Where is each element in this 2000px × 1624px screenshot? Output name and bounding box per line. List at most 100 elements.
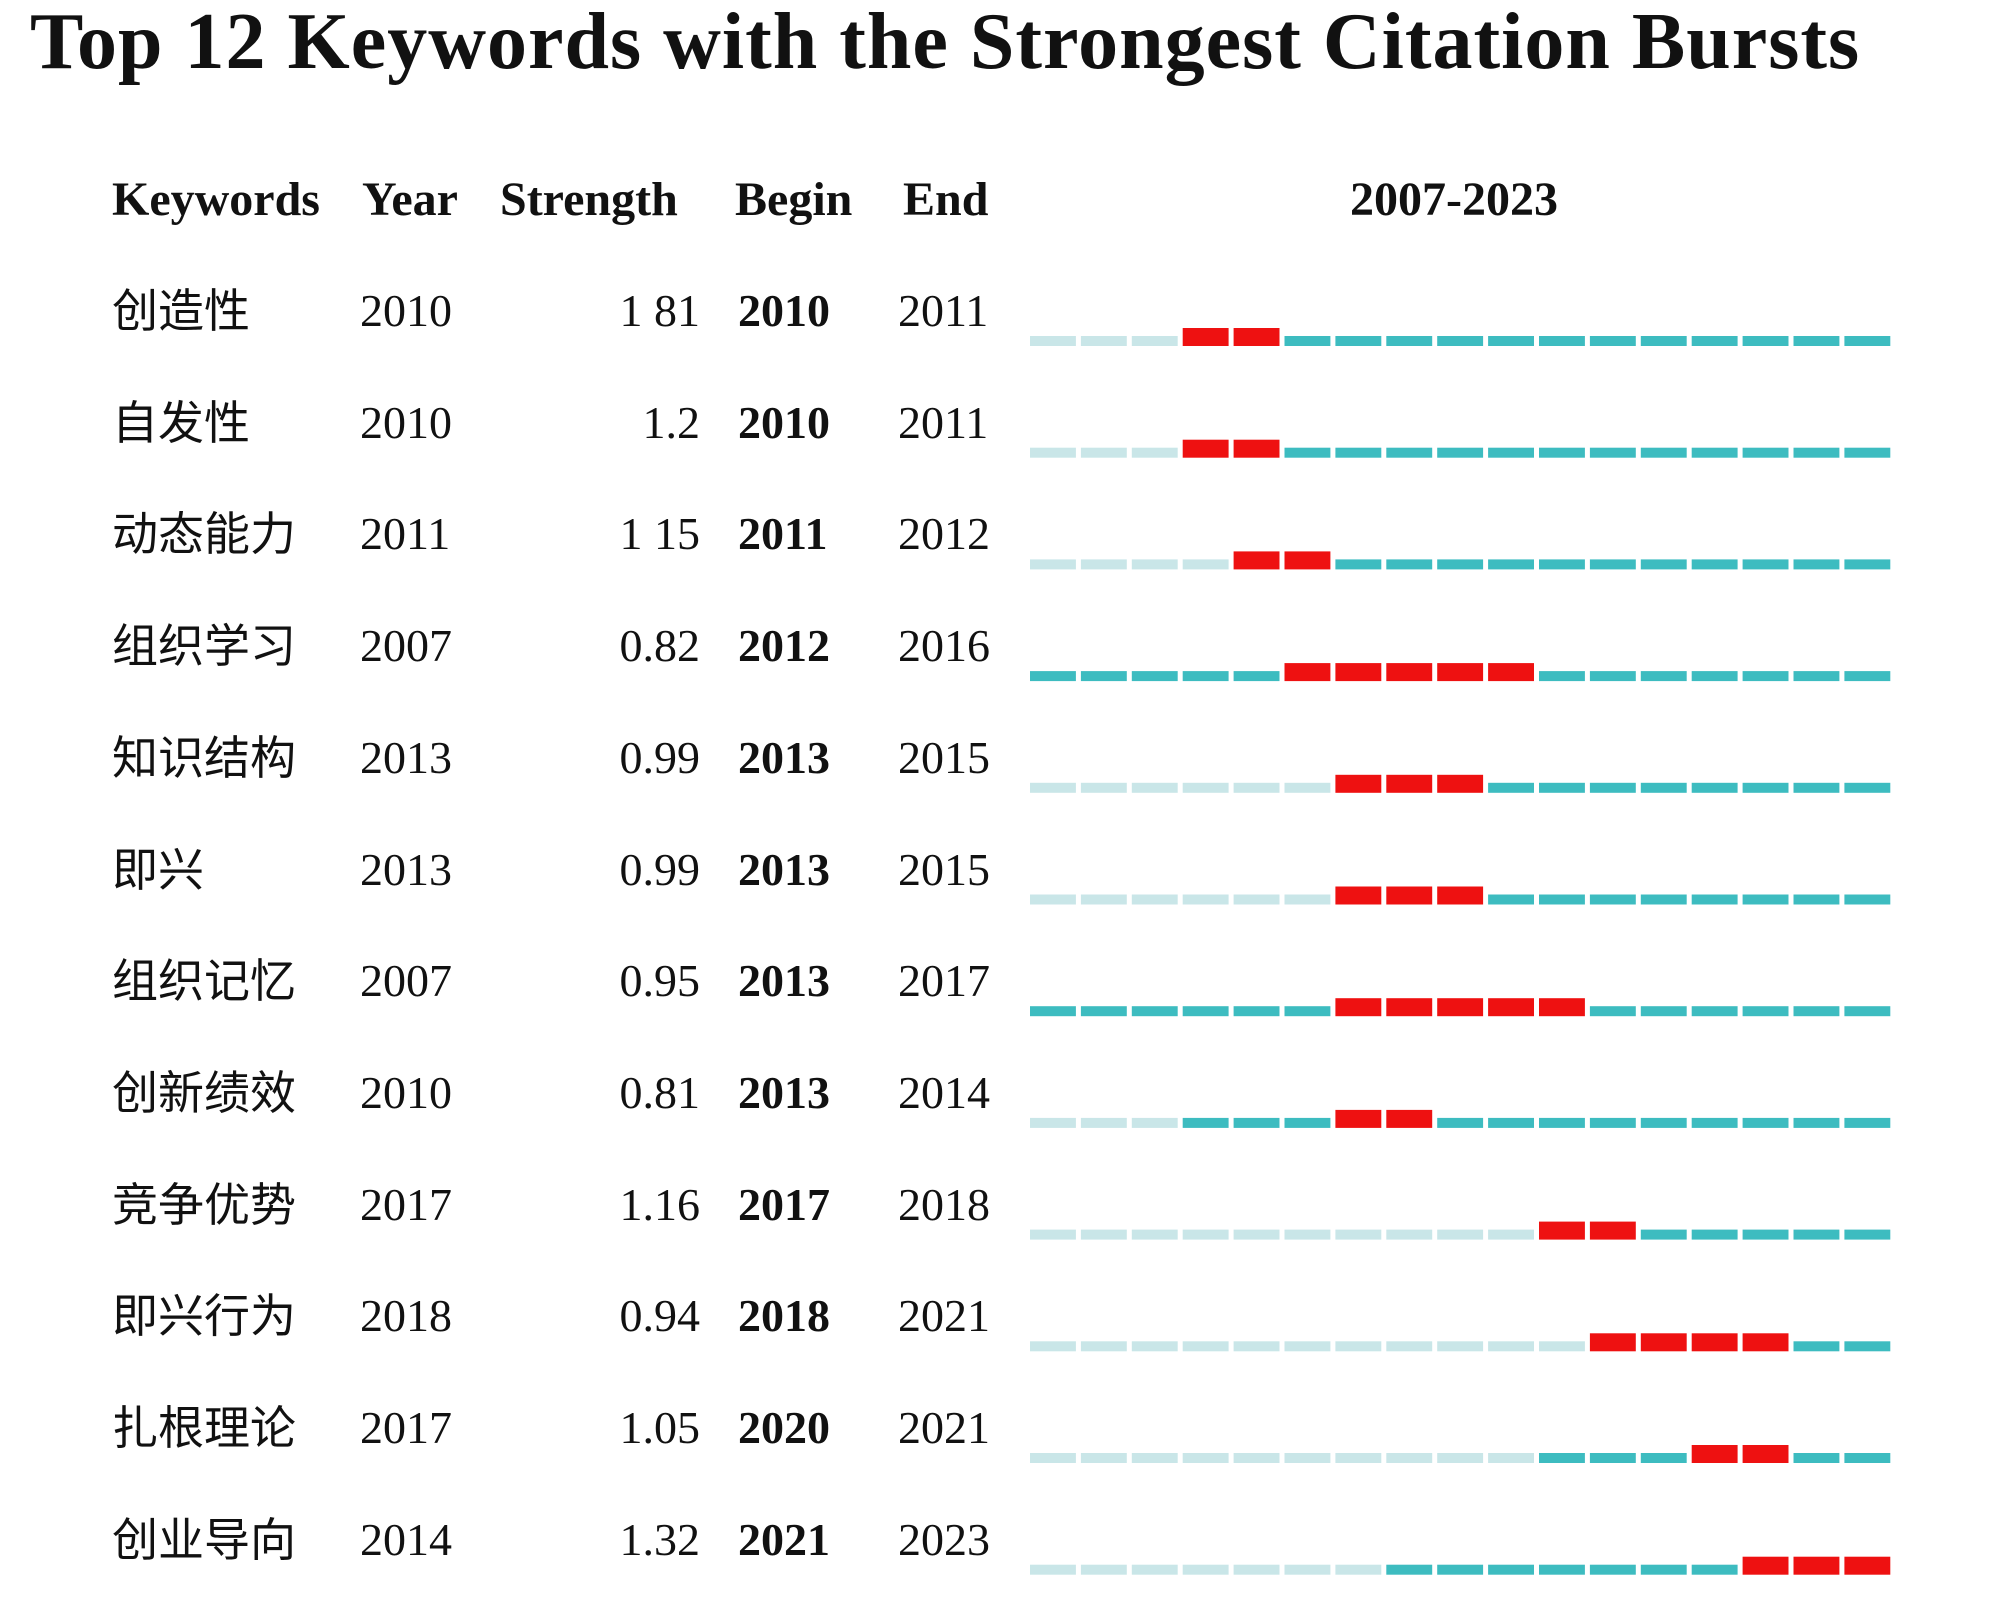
begin-cell: 2011 — [738, 508, 828, 560]
active-segment — [1488, 447, 1534, 458]
burst-segment — [1335, 774, 1382, 793]
keyword-cell: 竞争优势 — [112, 1177, 296, 1232]
strength-cell: 0.99 — [619, 843, 701, 895]
burst-segment — [1742, 1333, 1789, 1352]
inactive-segment — [1335, 1564, 1382, 1575]
active-segment — [1640, 1564, 1687, 1575]
begin-cell: 2013 — [738, 843, 830, 895]
active-segment — [1640, 336, 1687, 346]
year-cell: 2013 — [360, 843, 452, 895]
inactive-segment — [1030, 559, 1076, 570]
active-segment — [1691, 1564, 1738, 1575]
active-segment — [1539, 1564, 1585, 1575]
active-segment — [1335, 336, 1382, 346]
active-segment — [1589, 1117, 1636, 1128]
active-segment — [1640, 447, 1687, 458]
burst-segment — [1691, 1445, 1738, 1463]
table-row: 即兴 2013 0.99 2013 2015 — [0, 842, 2000, 954]
inactive-segment — [1030, 894, 1076, 905]
active-segment — [1437, 559, 1484, 570]
header-range: 2007-2023 — [1350, 173, 1558, 226]
inactive-segment — [1131, 782, 1178, 793]
active-segment — [1742, 447, 1789, 458]
inactive-segment — [1437, 1453, 1484, 1463]
inactive-segment — [1131, 1564, 1178, 1575]
active-segment — [1539, 447, 1585, 458]
active-segment — [1284, 447, 1331, 458]
active-segment — [1539, 559, 1585, 570]
keyword-cell: 创新绩效 — [112, 1065, 296, 1120]
active-segment — [1844, 1229, 1891, 1240]
inactive-segment — [1488, 1341, 1534, 1352]
active-segment — [1030, 1006, 1076, 1017]
inactive-segment — [1284, 782, 1331, 793]
active-segment — [1691, 782, 1738, 793]
active-segment — [1488, 559, 1534, 570]
active-segment — [1793, 1006, 1840, 1017]
active-segment — [1844, 1453, 1891, 1463]
active-segment — [1793, 1117, 1840, 1128]
table-row: 竞争优势 2017 1.16 2017 2018 — [0, 1177, 2000, 1289]
inactive-segment — [1030, 336, 1076, 346]
active-segment — [1080, 1006, 1127, 1017]
inactive-segment — [1437, 1229, 1484, 1240]
inactive-segment — [1030, 1453, 1076, 1463]
active-segment — [1488, 894, 1534, 905]
burst-segment — [1437, 998, 1484, 1017]
inactive-segment — [1131, 1453, 1178, 1463]
inactive-segment — [1233, 894, 1280, 905]
inactive-segment — [1335, 1341, 1382, 1352]
strength-cell: 1 81 — [619, 285, 701, 336]
active-segment — [1589, 559, 1636, 570]
active-segment — [1640, 1006, 1687, 1017]
keyword-cell: 组织学习 — [112, 619, 296, 674]
burst-segment — [1488, 663, 1534, 682]
inactive-segment — [1233, 1564, 1280, 1575]
active-segment — [1488, 1564, 1534, 1575]
active-segment — [1793, 1453, 1840, 1463]
strength-cell: 0.99 — [619, 731, 701, 783]
active-segment — [1742, 1229, 1789, 1240]
active-segment — [1640, 1453, 1687, 1463]
burst-segment — [1284, 551, 1331, 570]
inactive-segment — [1131, 447, 1178, 458]
burst-segment — [1793, 1556, 1840, 1575]
burst-segment — [1335, 886, 1382, 905]
inactive-segment — [1233, 782, 1280, 793]
burst-segment — [1437, 774, 1484, 793]
begin-cell: 2021 — [738, 1513, 830, 1565]
active-segment — [1589, 894, 1636, 905]
burst-segment — [1691, 1333, 1738, 1352]
begin-cell: 2013 — [738, 731, 830, 783]
active-segment — [1488, 336, 1534, 346]
active-segment — [1131, 1006, 1178, 1017]
year-cell: 2010 — [360, 285, 452, 336]
end-cell: 2015 — [898, 731, 990, 783]
year-cell: 2017 — [360, 1178, 452, 1230]
end-cell: 2014 — [898, 1066, 990, 1118]
header-year: Year — [362, 173, 458, 226]
burst-segment — [1539, 1221, 1585, 1240]
active-segment — [1284, 336, 1331, 346]
active-segment — [1386, 447, 1433, 458]
inactive-segment — [1335, 1229, 1382, 1240]
inactive-segment — [1386, 1453, 1433, 1463]
active-segment — [1589, 447, 1636, 458]
year-cell: 2010 — [360, 1066, 452, 1118]
active-segment — [1589, 671, 1636, 682]
burst-segment — [1589, 1221, 1636, 1240]
active-segment — [1844, 1006, 1891, 1017]
begin-cell: 2020 — [738, 1402, 830, 1453]
begin-cell: 2018 — [738, 1290, 830, 1342]
inactive-segment — [1131, 336, 1178, 346]
inactive-segment — [1539, 1341, 1585, 1352]
end-cell: 2011 — [898, 396, 989, 448]
burst-segment — [1488, 998, 1534, 1017]
table-row: 即兴行为 2018 0.94 2018 2021 — [0, 1288, 2000, 1400]
end-cell: 2012 — [898, 508, 990, 560]
keyword-cell: 知识结构 — [112, 730, 296, 785]
strength-cell: 0.94 — [619, 1290, 701, 1342]
begin-cell: 2013 — [738, 1066, 830, 1118]
active-segment — [1437, 336, 1484, 346]
active-segment — [1233, 1006, 1280, 1017]
